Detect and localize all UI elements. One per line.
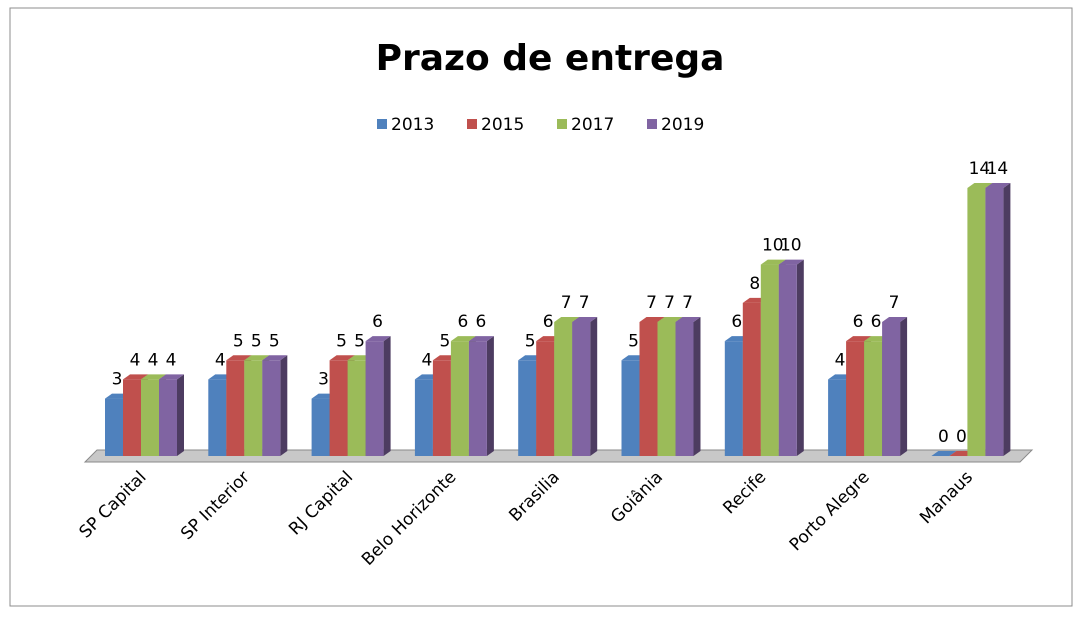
- legend-swatch: [377, 119, 387, 129]
- bar-front: [743, 303, 761, 456]
- bar-front: [725, 341, 743, 456]
- legend-swatch: [647, 119, 657, 129]
- value-label: 7: [579, 293, 590, 313]
- value-label: 6: [372, 312, 383, 332]
- bar-side: [487, 336, 494, 456]
- bar-front: [622, 360, 640, 456]
- value-label: 3: [112, 370, 123, 390]
- value-label: 6: [457, 312, 468, 332]
- bar-front: [159, 379, 177, 456]
- bar-front: [366, 341, 384, 456]
- chart-frame: [10, 8, 1072, 606]
- bar-front: [226, 360, 244, 456]
- bar-front: [105, 399, 123, 456]
- bar: [882, 317, 907, 456]
- bar: [159, 374, 184, 456]
- value-label: 7: [889, 293, 900, 313]
- value-label: 5: [525, 331, 536, 351]
- bar-front: [312, 399, 330, 456]
- value-label: 7: [664, 293, 675, 313]
- value-label: 14: [987, 159, 1009, 179]
- legend-label: 2019: [661, 115, 704, 135]
- value-label: 6: [543, 312, 554, 332]
- bar-front: [348, 360, 366, 456]
- bar-front: [882, 322, 900, 456]
- bar: [572, 317, 597, 456]
- value-label: 5: [439, 331, 450, 351]
- bar-front: [828, 379, 846, 456]
- bar: [469, 336, 494, 456]
- legend-label: 2015: [481, 115, 524, 135]
- value-label: 8: [749, 274, 760, 294]
- value-label: 6: [853, 312, 864, 332]
- bar: [985, 183, 1010, 456]
- value-label: 7: [561, 293, 572, 313]
- bar-front: [572, 322, 590, 456]
- bar-front: [640, 322, 658, 456]
- value-label: 5: [354, 331, 365, 351]
- value-label: 7: [646, 293, 657, 313]
- bar: [779, 260, 804, 456]
- bar-side: [694, 317, 701, 456]
- bar-front: [985, 188, 1003, 456]
- bar: [676, 317, 701, 456]
- chart-title: Prazo de entrega: [376, 38, 725, 79]
- value-label: 4: [215, 350, 226, 370]
- value-label: 10: [780, 236, 802, 256]
- value-label: 6: [731, 312, 742, 332]
- bar-front: [658, 322, 676, 456]
- value-label: 5: [233, 331, 244, 351]
- bar-front: [676, 322, 694, 456]
- value-label: 0: [938, 427, 949, 447]
- bar-front: [244, 360, 262, 456]
- bar-side: [900, 317, 907, 456]
- value-label: 5: [628, 331, 639, 351]
- value-label: 4: [130, 350, 141, 370]
- bar-side: [280, 355, 287, 456]
- bar-front: [518, 360, 536, 456]
- legend-swatch: [467, 119, 477, 129]
- bar-front: [208, 379, 226, 456]
- value-label: 7: [682, 293, 693, 313]
- bar-side: [797, 260, 804, 456]
- value-label: 5: [251, 331, 262, 351]
- legend-label: 2013: [391, 115, 434, 135]
- value-label: 4: [421, 350, 432, 370]
- value-label: 3: [318, 370, 329, 390]
- bar-side: [1003, 183, 1010, 456]
- bar-front: [554, 322, 572, 456]
- value-label: 0: [956, 427, 967, 447]
- bar-front: [141, 379, 159, 456]
- bar: [262, 355, 287, 456]
- legend-label: 2017: [571, 115, 614, 135]
- bar-front: [469, 341, 487, 456]
- bar-front: [433, 360, 451, 456]
- value-label: 4: [835, 350, 846, 370]
- value-label: 6: [475, 312, 486, 332]
- value-label: 4: [166, 350, 177, 370]
- value-label: 5: [269, 331, 280, 351]
- bar-front: [967, 188, 985, 456]
- bar-front: [123, 379, 141, 456]
- value-label: 6: [871, 312, 882, 332]
- bar-side: [384, 336, 391, 456]
- bar-front: [779, 265, 797, 456]
- bar-front: [864, 341, 882, 456]
- bar-side: [590, 317, 597, 456]
- bar-front: [415, 379, 433, 456]
- bar-front: [262, 360, 280, 456]
- bar-side: [177, 374, 184, 456]
- bar: [366, 336, 391, 456]
- legend-swatch: [557, 119, 567, 129]
- value-label: 5: [336, 331, 347, 351]
- bar-front: [330, 360, 348, 456]
- bar-front: [846, 341, 864, 456]
- value-label: 4: [148, 350, 159, 370]
- bar-front: [451, 341, 469, 456]
- bar-front: [536, 341, 554, 456]
- bar-front: [761, 265, 779, 456]
